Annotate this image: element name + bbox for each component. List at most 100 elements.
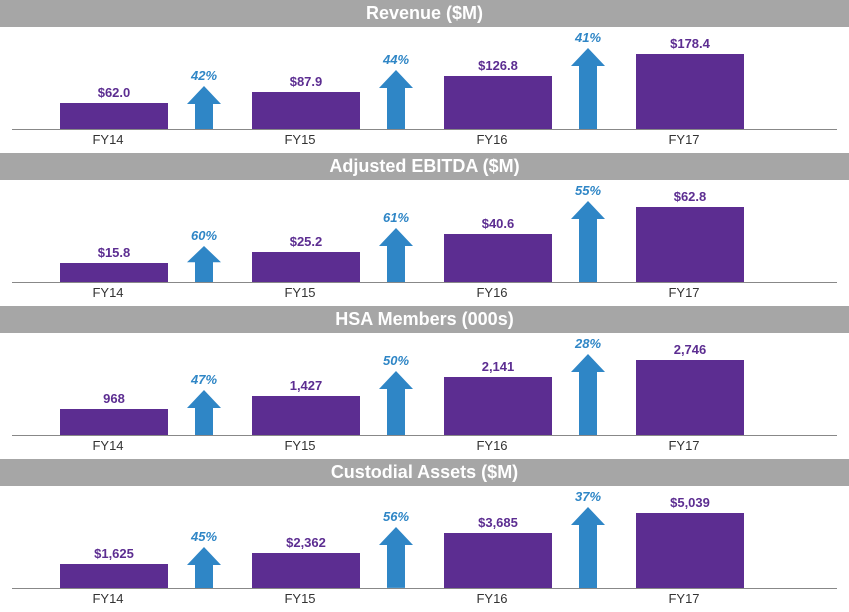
- bar-fill: [60, 263, 168, 282]
- bar-fill: [636, 513, 744, 588]
- bar-fill: [252, 252, 360, 282]
- growth-arrow: 47%: [187, 390, 221, 435]
- bar: 968: [60, 409, 168, 435]
- bar-value-label: $3,685: [444, 515, 552, 530]
- panel-title: HSA Members (000s): [0, 306, 849, 333]
- growth-percent-label: 61%: [366, 210, 426, 225]
- x-tick-label: FY15: [204, 285, 396, 300]
- growth-percent-label: 45%: [174, 529, 234, 544]
- bar-fill: [444, 377, 552, 435]
- bar-value-label: $62.8: [636, 189, 744, 204]
- metric-panel: HSA Members (000s) 968 1,427 2,141 2,746 47%…: [0, 306, 849, 453]
- growth-percent-label: 55%: [558, 183, 618, 198]
- growth-percent-label: 47%: [174, 372, 234, 387]
- x-tick-label: FY17: [588, 285, 780, 300]
- x-tick-label: FY14: [12, 132, 204, 147]
- x-tick-label: FY15: [204, 438, 396, 453]
- x-tick-label: FY16: [396, 132, 588, 147]
- growth-percent-label: 42%: [174, 68, 234, 83]
- bar: $126.8: [444, 76, 552, 129]
- bar: 2,141: [444, 377, 552, 435]
- x-tick-label: FY15: [204, 132, 396, 147]
- growth-arrow: 28%: [571, 354, 605, 435]
- bar-value-label: 968: [60, 391, 168, 406]
- growth-percent-label: 44%: [366, 52, 426, 67]
- x-tick-label: FY17: [588, 591, 780, 606]
- growth-percent-label: 50%: [366, 353, 426, 368]
- growth-percent-label: 41%: [558, 30, 618, 45]
- bar: $25.2: [252, 252, 360, 282]
- chart-area: 968 1,427 2,141 2,746 47% 50% 28%: [12, 341, 837, 436]
- bar-fill: [60, 564, 168, 588]
- growth-arrow: 37%: [571, 507, 605, 588]
- bar: $178.4: [636, 54, 744, 129]
- chart-area: $62.0 $87.9 $126.8 $178.4 42% 44% 41%: [12, 35, 837, 130]
- bar-fill: [60, 409, 168, 435]
- bar-value-label: $126.8: [444, 58, 552, 73]
- x-axis: FY14FY15FY16FY17: [12, 132, 837, 147]
- growth-percent-label: 56%: [366, 509, 426, 524]
- chart-area: $1,625 $2,362 $3,685 $5,039 45% 56% 37%: [12, 494, 837, 589]
- bar: 1,427: [252, 396, 360, 435]
- bar: $62.0: [60, 103, 168, 129]
- bar-fill: [252, 396, 360, 435]
- bar-fill: [60, 103, 168, 129]
- x-tick-label: FY16: [396, 591, 588, 606]
- growth-arrow: 41%: [571, 48, 605, 129]
- growth-percent-label: 60%: [174, 228, 234, 243]
- growth-arrow: 55%: [571, 201, 605, 282]
- metric-panel: Revenue ($M) $62.0 $87.9 $126.8 $178.4 42% 4…: [0, 0, 849, 147]
- x-tick-label: FY14: [12, 285, 204, 300]
- growth-arrow: 61%: [379, 228, 413, 282]
- bar-value-label: $2,362: [252, 535, 360, 550]
- growth-arrow: 56%: [379, 527, 413, 588]
- bar-value-label: $62.0: [60, 85, 168, 100]
- bar-fill: [444, 234, 552, 282]
- x-tick-label: FY14: [12, 438, 204, 453]
- growth-percent-label: 37%: [558, 489, 618, 504]
- x-tick-label: FY16: [396, 438, 588, 453]
- metric-panel: Custodial Assets ($M)$1,625$2,362$3,685$…: [0, 459, 849, 606]
- bar-fill: [444, 76, 552, 129]
- bar: 2,746: [636, 360, 744, 435]
- bar-value-label: $178.4: [636, 36, 744, 51]
- x-tick-label: FY17: [588, 438, 780, 453]
- x-axis: FY14FY15FY16FY17: [12, 591, 837, 606]
- bar: $15.8: [60, 263, 168, 282]
- panel-title: Adjusted EBITDA ($M): [0, 153, 849, 180]
- growth-percent-label: 28%: [558, 336, 618, 351]
- bar-value-label: $5,039: [636, 495, 744, 510]
- bar-fill: [444, 533, 552, 588]
- x-tick-label: FY16: [396, 285, 588, 300]
- x-axis: FY14FY15FY16FY17: [12, 438, 837, 453]
- bar-fill: [252, 553, 360, 588]
- x-tick-label: FY15: [204, 591, 396, 606]
- growth-arrow: 45%: [187, 547, 221, 588]
- chart-grid: Revenue ($M) $62.0 $87.9 $126.8 $178.4 42% 4…: [0, 0, 849, 606]
- bar: $1,625: [60, 564, 168, 588]
- bar-value-label: $40.6: [444, 216, 552, 231]
- bar-fill: [636, 360, 744, 435]
- bar-value-label: 2,141: [444, 359, 552, 374]
- bar-value-label: $87.9: [252, 74, 360, 89]
- bar-value-label: $1,625: [60, 546, 168, 561]
- bar-value-label: 1,427: [252, 378, 360, 393]
- bar-value-label: 2,746: [636, 342, 744, 357]
- bar: $2,362: [252, 553, 360, 588]
- x-tick-label: FY17: [588, 132, 780, 147]
- bar: $87.9: [252, 92, 360, 129]
- panel-title: Revenue ($M): [0, 0, 849, 27]
- bar-fill: [636, 207, 744, 282]
- growth-arrow: 50%: [379, 371, 413, 435]
- growth-arrow: 42%: [187, 86, 221, 129]
- growth-arrow: 44%: [379, 70, 413, 129]
- bar-value-label: $15.8: [60, 245, 168, 260]
- chart-area: $15.8 $25.2 $40.6 $62.8 60% 61% 55%: [12, 188, 837, 283]
- growth-arrow: 60%: [187, 246, 221, 282]
- bar-fill: [252, 92, 360, 129]
- bar-value-label: $25.2: [252, 234, 360, 249]
- bar: $62.8: [636, 207, 744, 282]
- panel-title: Custodial Assets ($M): [0, 459, 849, 486]
- bar: $3,685: [444, 533, 552, 588]
- bar-fill: [636, 54, 744, 129]
